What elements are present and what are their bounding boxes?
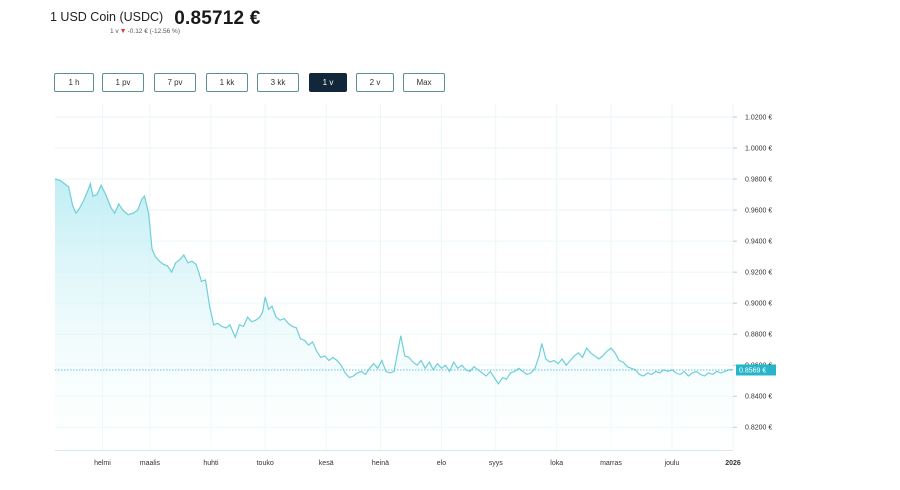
price-change: 1 v ▼ -0.12 € (-12.56 %) (110, 28, 180, 35)
x-tick-label: heinä (372, 460, 389, 467)
x-tick-label: maalis (140, 460, 161, 467)
x-tick-label: elo (437, 460, 446, 467)
current-price-tag: 0.8569 € (736, 364, 776, 376)
current-price-tag-bg (736, 364, 776, 376)
range-button-2v[interactable]: 2 v (356, 73, 394, 92)
y-tick-label: 0.9600 € (745, 208, 772, 215)
x-tick-label: helmi (94, 460, 111, 467)
price-header: 1 USD Coin (USDC) 0.85712 € (50, 8, 261, 30)
range-button-1pv[interactable]: 1 pv (102, 73, 144, 92)
price-line (54, 178, 734, 385)
coin-name: 1 USD Coin (USDC) (50, 10, 164, 24)
price-area (55, 179, 733, 450)
x-axis: helmi maalis huhti touko kesä heinä elo syys lok… (55, 450, 741, 467)
change-period: 1 v (110, 28, 119, 35)
y-tick-label: 0.9000 € (745, 301, 772, 308)
y-axis: 1.0200 € 1.0000 € 0.9800 € 0.9600 € 0.9400 €… (733, 115, 772, 432)
y-tick-label: 0.8800 € (745, 332, 772, 339)
x-tick-label: huhti (203, 460, 219, 467)
y-tick-label: 0.8400 € (745, 394, 772, 401)
range-button-1h[interactable]: 1 h (54, 73, 94, 92)
current-price-tag-label: 0.8569 € (739, 367, 766, 374)
y-tick-label: 0.9400 € (745, 239, 772, 246)
y-tick-label: 0.8200 € (745, 425, 772, 432)
x-tick-label: syys (489, 460, 504, 467)
range-button-1v[interactable]: 1 v (309, 73, 347, 92)
title-row: 1 USD Coin (USDC) 0.85712 € (50, 8, 261, 30)
range-button-3kk[interactable]: 3 kk (257, 73, 299, 92)
current-price: 0.85712 € (174, 8, 261, 29)
x-tick-label: touko (257, 460, 274, 467)
range-button-7pv[interactable]: 7 pv (154, 73, 196, 92)
x-tick-label: kesä (319, 460, 334, 467)
change-value: -0.12 € (-12.56 %) (127, 28, 180, 35)
y-tick-label: 0.9800 € (745, 177, 772, 184)
x-tick-label: 2026 (725, 460, 741, 467)
x-tick-label: joulu (664, 460, 680, 467)
range-button-max[interactable]: Max (403, 73, 445, 92)
y-tick-label: 1.0200 € (745, 115, 772, 122)
y-tick-label: 0.9200 € (745, 270, 772, 277)
x-tick-label: loka (550, 460, 563, 467)
y-tick-label: 1.0000 € (745, 146, 772, 153)
x-tick-label: marras (600, 460, 622, 467)
down-arrow-icon: ▼ (119, 28, 127, 35)
range-button-1kk[interactable]: 1 kk (206, 73, 248, 92)
